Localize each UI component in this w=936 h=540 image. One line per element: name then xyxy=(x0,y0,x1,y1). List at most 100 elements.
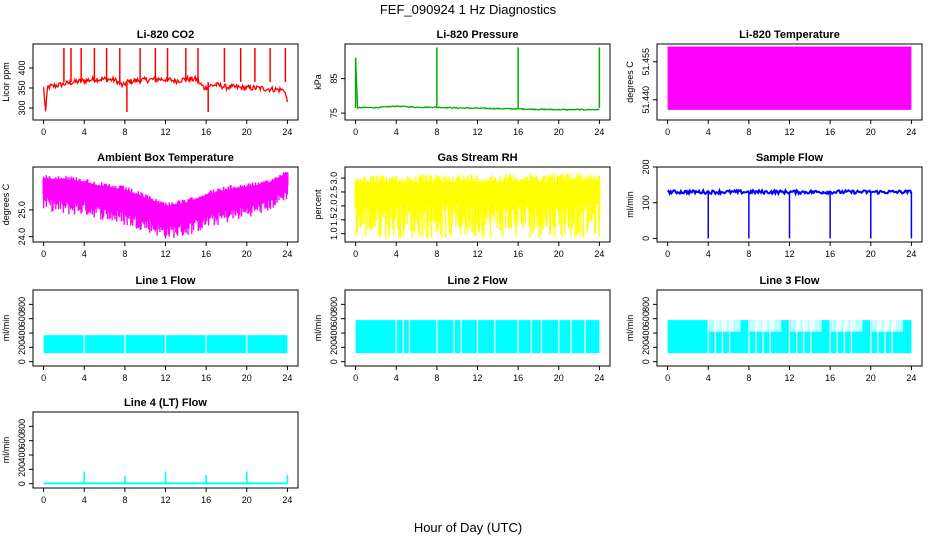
x-tick-label: 24 xyxy=(282,127,292,137)
y-tick-label: 800 xyxy=(17,419,27,434)
x-tick-label: 20 xyxy=(554,249,564,259)
x-tick-label: 24 xyxy=(906,373,916,383)
x-tick-label: 24 xyxy=(594,127,604,137)
x-tick-label: 4 xyxy=(706,127,711,137)
data-group xyxy=(42,48,289,112)
y-tick-label: 75 xyxy=(329,108,339,118)
y-tick-label: 800 xyxy=(329,297,339,312)
x-tick-label: 20 xyxy=(554,373,564,383)
x-tick-label: 20 xyxy=(242,127,252,137)
panel-title: Gas Stream RH xyxy=(437,152,517,164)
x-tick-label: 4 xyxy=(706,249,711,259)
x-tick-label: 20 xyxy=(866,249,876,259)
y-tick-label: 51.455 xyxy=(641,48,651,76)
band-notch xyxy=(716,320,727,332)
x-tick-label: 16 xyxy=(201,373,211,383)
x-tick-label: 0 xyxy=(41,373,46,383)
y-tick-label: 2.0 xyxy=(329,200,339,213)
y-tick-label: 0 xyxy=(17,359,27,364)
y-tick-label: 3.0 xyxy=(329,172,339,185)
data-group xyxy=(667,46,912,110)
band-notch xyxy=(764,320,775,332)
x-tick-label: 0 xyxy=(665,127,670,137)
data-group xyxy=(667,320,912,354)
x-tick-label: 12 xyxy=(160,127,170,137)
y-tick-label: 600 xyxy=(17,311,27,326)
x-tick-label: 24 xyxy=(594,249,604,259)
x-tick-label: 24 xyxy=(282,373,292,383)
x-tick-label: 8 xyxy=(746,249,751,259)
band-notch xyxy=(790,320,801,332)
y-axis-label: degrees C xyxy=(625,61,635,103)
y-tick-label: 400 xyxy=(17,448,27,463)
x-tick-label: 24 xyxy=(282,249,292,259)
x-tick-label: 4 xyxy=(394,249,399,259)
x-tick-label: 12 xyxy=(472,373,482,383)
plot-frame xyxy=(344,43,611,121)
x-tick-label: 12 xyxy=(472,127,482,137)
x-tick-label: 8 xyxy=(122,373,127,383)
data-group xyxy=(667,187,913,239)
panel-sample_flow: Sample Flow ml/min 0 4 8 12 16 20 24 0 100 200 xyxy=(625,152,923,259)
band-notch xyxy=(852,320,863,332)
x-tick-label: 0 xyxy=(41,127,46,137)
band-notch xyxy=(885,320,896,332)
y-tick-label: 0 xyxy=(641,359,651,364)
band-notch xyxy=(709,320,720,332)
y-tick-label: 350 xyxy=(17,80,27,95)
band-notch xyxy=(878,320,889,332)
x-tick-label: 0 xyxy=(41,495,46,505)
y-axis-label: ml/min xyxy=(1,315,11,342)
band-notch xyxy=(804,320,815,332)
x-tick-label: 24 xyxy=(906,249,916,259)
x-tick-label: 16 xyxy=(825,127,835,137)
x-tick-label: 0 xyxy=(41,249,46,259)
figure-xlabel: Hour of Day (UTC) xyxy=(414,520,522,535)
y-tick-label: 2.5 xyxy=(329,186,339,199)
panel-line4: Line 4 (LT) Flow ml/min 0 4 8 12 16 20 24 0 200400… xyxy=(1,397,299,505)
y-tick-label: 600 xyxy=(641,311,651,326)
y-tick-label: 800 xyxy=(641,297,651,312)
x-tick-label: 12 xyxy=(784,373,794,383)
data-group xyxy=(354,47,601,112)
series-band xyxy=(667,46,912,110)
data-group xyxy=(354,173,601,239)
x-tick-label: 12 xyxy=(160,495,170,505)
figure-title: FEF_090924 1 Hz Diagnostics xyxy=(380,2,557,17)
panel-rh: Gas Stream RH percent 0 4 8 12 16 20 24 1.01.52.0… xyxy=(313,152,611,259)
x-tick-label: 8 xyxy=(746,373,751,383)
y-tick-label: 1.0 xyxy=(329,227,339,240)
x-tick-label: 0 xyxy=(353,373,358,383)
x-tick-label: 16 xyxy=(513,249,523,259)
x-tick-label: 12 xyxy=(160,249,170,259)
series-line xyxy=(42,74,289,112)
x-tick-label: 0 xyxy=(353,127,358,137)
y-tick-label: 200 xyxy=(17,462,27,477)
band-notch xyxy=(893,320,904,332)
x-tick-label: 8 xyxy=(122,249,127,259)
y-axis-label: ml/min xyxy=(1,437,11,464)
panel-title: Ambient Box Temperature xyxy=(97,152,234,164)
x-tick-label: 20 xyxy=(866,127,876,137)
x-tick-label: 16 xyxy=(513,127,523,137)
x-tick-label: 8 xyxy=(746,127,751,137)
y-tick-label: 100 xyxy=(641,195,651,210)
band-notch xyxy=(838,320,849,332)
y-tick-label: 400 xyxy=(17,326,27,341)
y-tick-label: 200 xyxy=(329,340,339,355)
y-tick-label: 0 xyxy=(17,481,27,486)
x-tick-label: 4 xyxy=(394,373,399,383)
panel-title: Line 2 Flow xyxy=(448,275,508,287)
y-axis-label: kPa xyxy=(313,74,323,90)
panel-co2: Li-820 CO2 Licor ppm 0 4 8 12 16 20 24 300 350 400 xyxy=(1,29,299,137)
x-tick-label: 0 xyxy=(353,249,358,259)
x-tick-label: 24 xyxy=(906,127,916,137)
panel-licor_temp: Li-820 Temperature degrees C 0 4 8 12 16 20 24 51… xyxy=(625,29,923,137)
panel-line3: Line 3 Flow ml/min 0 4 8 12 16 20 24 0 20040060080… xyxy=(625,275,923,383)
x-tick-label: 20 xyxy=(554,127,564,137)
band-notch xyxy=(749,320,760,332)
data-group xyxy=(43,471,289,485)
y-axis-label: Licor ppm xyxy=(1,62,11,102)
